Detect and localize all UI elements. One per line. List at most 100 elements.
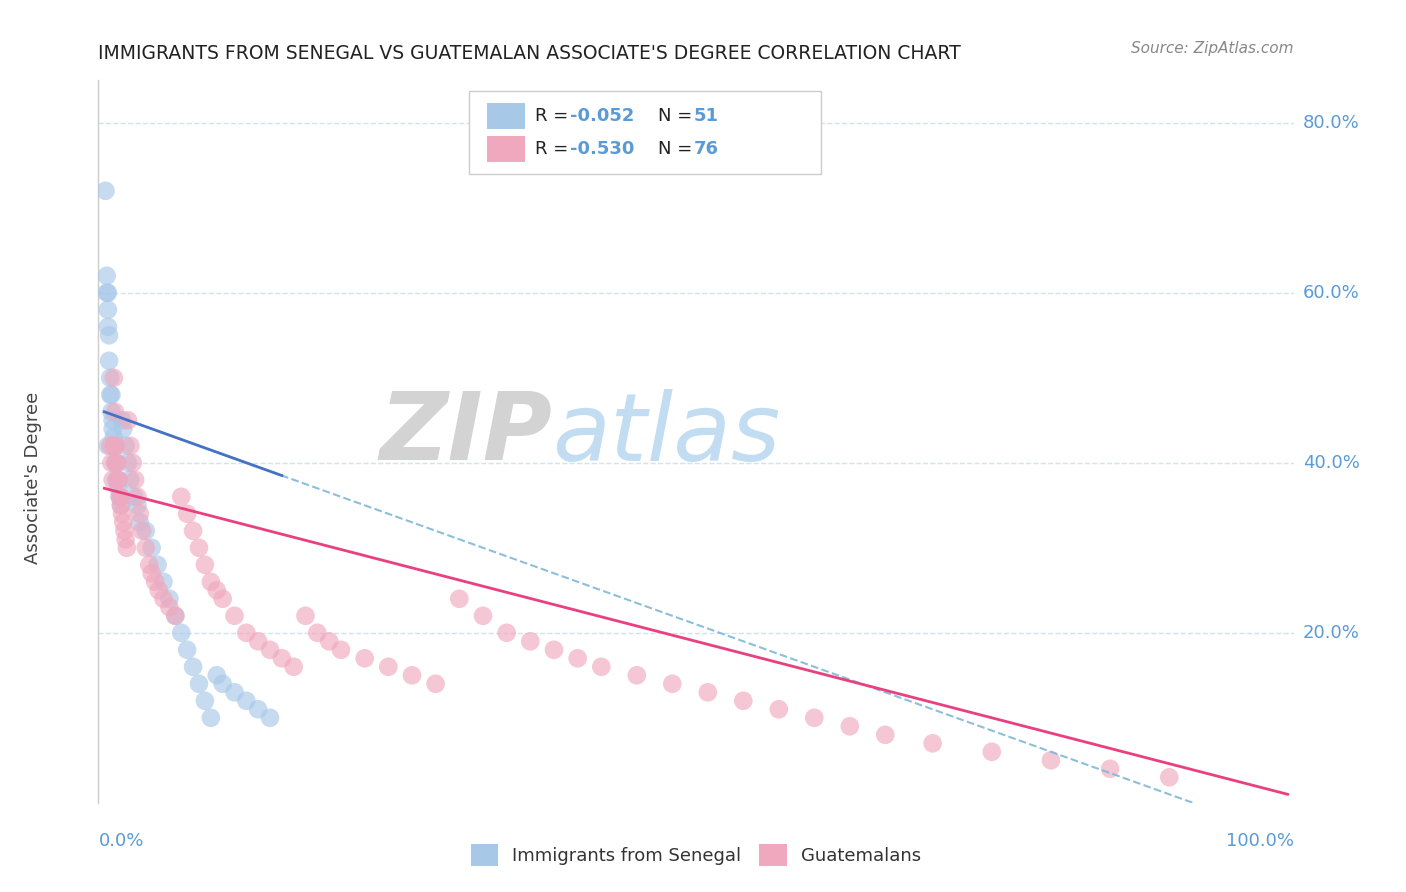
Point <box>100 388 122 402</box>
Point <box>188 541 211 555</box>
Point <box>921 736 943 750</box>
Point <box>98 439 121 453</box>
Point <box>111 507 134 521</box>
Point <box>112 516 135 530</box>
Point <box>135 524 157 538</box>
Text: 76: 76 <box>693 140 718 158</box>
Point <box>107 473 129 487</box>
Point <box>170 625 193 640</box>
Bar <box>486 103 524 128</box>
Point <box>543 642 565 657</box>
Text: Associate's Degree: Associate's Degree <box>24 392 42 564</box>
Point <box>176 507 198 521</box>
Point <box>104 439 127 453</box>
Point <box>803 711 825 725</box>
Point <box>353 651 375 665</box>
Point <box>110 498 132 512</box>
Point <box>449 591 471 606</box>
Point <box>224 608 246 623</box>
FancyBboxPatch shape <box>470 91 821 174</box>
Point <box>97 285 120 300</box>
Point <box>143 574 166 589</box>
Point <box>157 600 180 615</box>
Point <box>98 371 121 385</box>
Point <box>176 642 198 657</box>
Point <box>425 677 447 691</box>
Point <box>114 524 136 538</box>
Text: IMMIGRANTS FROM SENEGAL VS GUATEMALAN ASSOCIATE'S DEGREE CORRELATION CHART: IMMIGRANTS FROM SENEGAL VS GUATEMALAN AS… <box>98 45 962 63</box>
Point <box>1099 762 1122 776</box>
Point <box>122 490 145 504</box>
Point <box>519 634 541 648</box>
Point <box>103 439 125 453</box>
Point <box>294 608 316 623</box>
Text: 60.0%: 60.0% <box>1303 284 1360 301</box>
Point <box>194 558 217 572</box>
Point <box>235 625 257 640</box>
Point <box>128 516 150 530</box>
Point <box>108 490 131 504</box>
Point <box>135 541 157 555</box>
Text: Source: ZipAtlas.com: Source: ZipAtlas.com <box>1130 40 1294 55</box>
Text: N =: N = <box>658 140 697 158</box>
Point <box>181 660 204 674</box>
Text: ZIP: ZIP <box>380 388 553 480</box>
Point <box>117 413 139 427</box>
Point <box>401 668 423 682</box>
Point <box>283 660 305 674</box>
Point <box>104 456 127 470</box>
Point <box>114 439 136 453</box>
Point <box>205 583 228 598</box>
Point <box>567 651 589 665</box>
Point <box>117 456 139 470</box>
Point <box>152 591 174 606</box>
Point <box>100 456 122 470</box>
Point <box>107 481 129 495</box>
Point <box>259 642 281 657</box>
Point <box>104 405 127 419</box>
Point <box>114 533 136 547</box>
Point <box>696 685 718 699</box>
Point <box>105 439 128 453</box>
Point <box>330 642 353 657</box>
Point <box>101 473 124 487</box>
Point <box>733 694 755 708</box>
Point <box>141 566 163 581</box>
Point <box>100 405 122 419</box>
Point <box>97 302 120 317</box>
Text: 51: 51 <box>693 107 718 125</box>
Point <box>96 268 118 283</box>
Point <box>211 677 233 691</box>
Point <box>131 524 153 538</box>
Text: R =: R = <box>534 107 574 125</box>
Point <box>103 371 125 385</box>
Point <box>247 702 270 716</box>
Point <box>165 608 187 623</box>
Point <box>98 388 121 402</box>
Text: N =: N = <box>658 107 697 125</box>
Point <box>472 608 495 623</box>
Point <box>105 456 128 470</box>
Point <box>127 498 149 512</box>
Point <box>105 473 128 487</box>
Point <box>170 490 193 504</box>
Point <box>152 574 174 589</box>
Point <box>101 422 124 436</box>
Point <box>181 524 204 538</box>
Point <box>103 430 125 444</box>
Point <box>103 439 125 453</box>
Point <box>270 651 292 665</box>
Point <box>120 473 142 487</box>
Text: 80.0%: 80.0% <box>1303 114 1360 132</box>
Point <box>165 608 187 623</box>
Point <box>661 677 683 691</box>
Point <box>111 413 134 427</box>
Point <box>105 456 128 470</box>
Point <box>105 456 128 470</box>
Point <box>875 728 897 742</box>
Point <box>98 353 121 368</box>
Point <box>626 668 648 682</box>
Point <box>97 319 120 334</box>
Point <box>377 660 399 674</box>
Point <box>211 591 233 606</box>
